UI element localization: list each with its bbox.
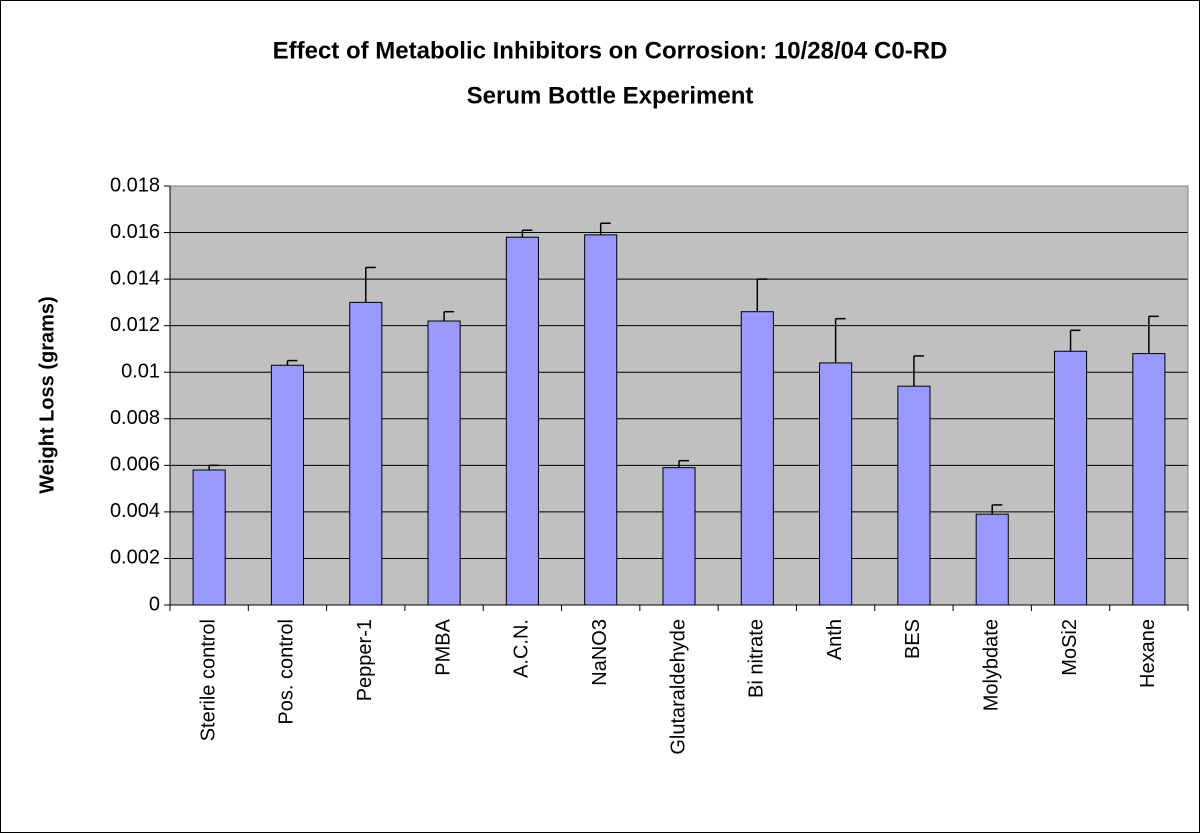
bar [740,311,774,606]
x-tick-label: Anth [824,619,846,660]
x-tick-label: A.C.N. [511,619,533,678]
x-tick-label: MoSi2 [1059,619,1081,676]
bar [1132,353,1166,606]
chart-title: Effect of Metabolic Inhibitors on Corros… [273,37,948,64]
y-tick-label: 0 [149,593,160,615]
x-tick-label: Molybdate [981,619,1003,711]
bar [505,236,539,606]
x-tick-label: Pepper-1 [354,619,376,701]
bar [584,234,618,606]
x-tick-label: Glutaraldehyde [667,619,689,755]
y-tick-label: 0.006 [110,454,160,476]
y-tick-label: 0.008 [110,407,160,429]
bar [819,362,853,606]
x-tick-label: Hexane [1137,619,1159,688]
y-tick-label: 0.016 [110,221,160,243]
y-tick-label: 0.012 [110,314,160,336]
bar [349,301,383,606]
x-tick-label: Pos. control [276,619,298,725]
chart-subtitle: Serum Bottle Experiment [467,82,754,109]
y-tick-label: 0.002 [110,547,160,569]
bar [897,385,931,606]
y-tick-label: 0.014 [110,267,160,289]
bar [427,320,461,606]
bar [1053,350,1088,606]
y-axis-label: Weight Loss (grams) [36,296,58,493]
bar [975,513,1009,606]
bar [270,364,305,606]
y-tick-label: 0.018 [110,174,160,196]
bar [662,467,696,606]
y-tick-label: 0.01 [121,361,160,383]
x-tick-label: PMBA [432,618,454,675]
x-tick-label: NaNO3 [589,619,611,686]
x-tick-label: Sterile control [197,619,219,741]
x-tick-label: BES [902,619,924,659]
y-tick-label: 0.004 [110,500,160,522]
bar [192,469,226,606]
x-tick-label: Bi nitrate [746,619,768,698]
